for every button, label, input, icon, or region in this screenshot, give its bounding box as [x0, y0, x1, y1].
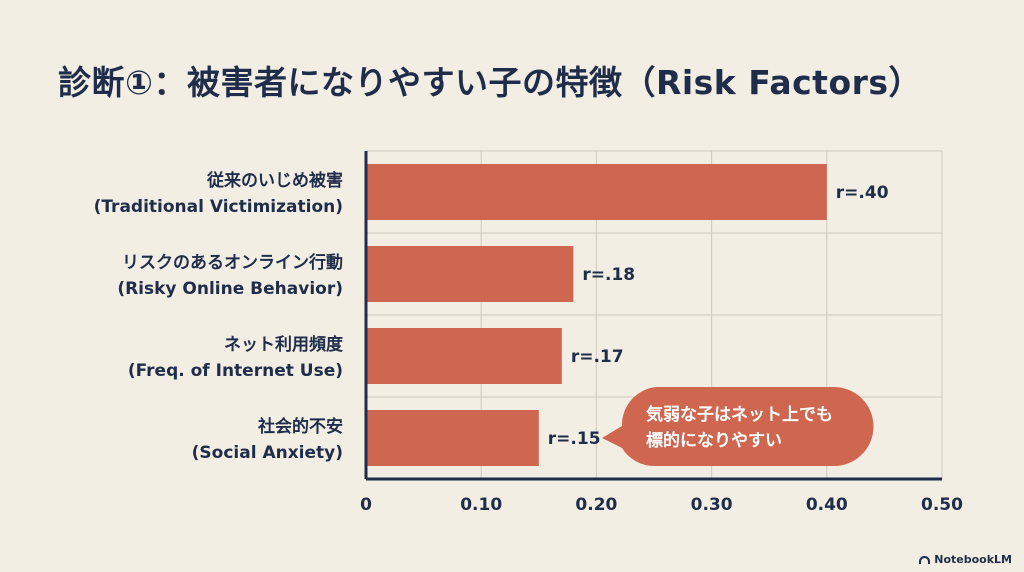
- data-label: r=.17: [571, 347, 624, 367]
- notebooklm-logo-icon: [919, 555, 931, 564]
- bar: [366, 246, 574, 302]
- bar: [366, 164, 827, 220]
- category-label-en: (Traditional Victimization): [94, 197, 343, 217]
- page-title: 診断①：被害者になりやすい子の特徴（Risk Factors）: [58, 63, 923, 102]
- x-tick-label: 0.50: [921, 495, 963, 515]
- data-label: r=.15: [548, 429, 601, 449]
- x-tick-label: 0: [360, 495, 372, 515]
- x-tick-label: 0.30: [691, 495, 733, 515]
- bar: [366, 328, 562, 384]
- x-tick-label: 0.10: [460, 495, 502, 515]
- x-tick-label: 0.40: [806, 495, 848, 515]
- category-label-ja: リスクのあるオンライン行動: [122, 252, 343, 273]
- brand-label: NotebookLM: [934, 553, 1012, 566]
- data-label: r=.40: [836, 183, 889, 203]
- callout-bubble: [602, 387, 874, 467]
- brand-badge: NotebookLM: [919, 553, 1012, 566]
- category-label-en: (Social Anxiety): [192, 443, 343, 463]
- category-label-en: (Freq. of Internet Use): [128, 361, 343, 381]
- category-label-ja: 社会的不安: [257, 416, 343, 437]
- category-label-ja: 従来のいじめ被害: [206, 170, 343, 191]
- category-label-en: (Risky Online Behavior): [117, 279, 343, 299]
- callout-text-line: 気弱な子はネット上でも: [645, 404, 833, 425]
- data-label: r=.18: [582, 265, 635, 285]
- callout-text-line: 標的になりやすい: [646, 430, 782, 451]
- x-tick-label: 0.20: [575, 495, 617, 515]
- bar: [366, 410, 539, 466]
- category-label-ja: ネット利用頻度: [224, 334, 344, 355]
